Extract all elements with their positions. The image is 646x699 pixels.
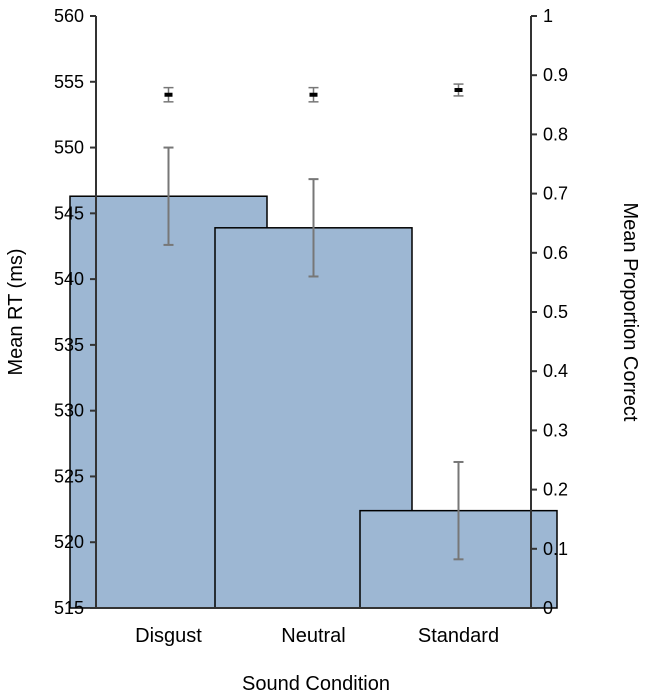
- y-tick-label: 560: [54, 6, 84, 26]
- y2-tick-label: 0.2: [543, 480, 568, 500]
- y-tick-label: 545: [54, 203, 84, 223]
- y-axis-label: Mean RT (ms): [5, 248, 27, 375]
- y2-tick-label: 0.9: [543, 65, 568, 85]
- y2-tick-label: 0.8: [543, 124, 568, 144]
- y-tick-label: 535: [54, 335, 84, 355]
- y2-tick-label: 0.6: [543, 243, 568, 263]
- y-tick-label: 555: [54, 72, 84, 92]
- y-tick-label: 525: [54, 466, 84, 486]
- x-tick-label: Disgust: [135, 625, 202, 647]
- x-axis-label: Sound Condition: [242, 673, 390, 695]
- y2-tick-label: 0.3: [543, 420, 568, 440]
- y-tick-label: 520: [54, 532, 84, 552]
- y2-tick-label: 0.5: [543, 302, 568, 322]
- y2-tick-label: 0.4: [543, 361, 568, 381]
- x-tick-label: Neutral: [281, 625, 345, 647]
- y-tick-label: 540: [54, 269, 84, 289]
- y2-tick-label: 0.7: [543, 184, 568, 204]
- y-tick-label: 550: [54, 138, 84, 158]
- y-tick-label: 530: [54, 401, 84, 421]
- accuracy-point: [454, 88, 463, 92]
- y2-axis-label: Mean Proportion Correct: [619, 203, 641, 422]
- y2-tick-label: 0: [543, 598, 553, 618]
- y2-tick-label: 0.1: [543, 539, 568, 559]
- y2-tick-label: 1: [543, 6, 553, 26]
- y-tick-label: 515: [54, 598, 84, 618]
- x-tick-label: Standard: [418, 625, 499, 647]
- accuracy-point: [309, 92, 318, 97]
- accuracy-point: [164, 92, 173, 97]
